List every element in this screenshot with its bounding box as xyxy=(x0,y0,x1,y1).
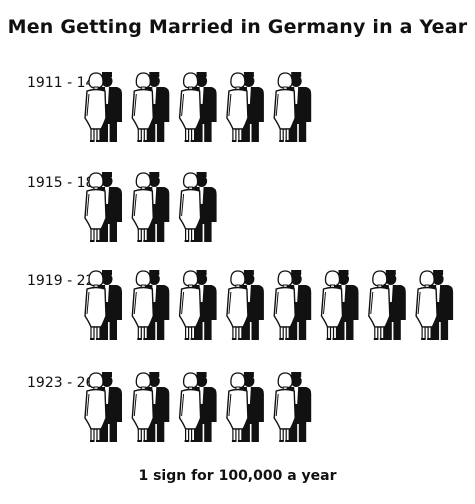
couple-icon xyxy=(84,172,122,242)
couple-icon xyxy=(273,372,312,442)
couple-icon xyxy=(84,372,122,442)
couple-icon xyxy=(226,72,264,142)
row-label: 1915 - 18 xyxy=(27,175,95,191)
row-label: 1919 - 22 xyxy=(27,273,95,289)
couple-icon xyxy=(320,270,359,340)
couple-icon xyxy=(273,270,312,340)
couple-icon xyxy=(226,372,264,442)
couple-icon xyxy=(84,72,122,142)
chart-note: 1 sign for 100,000 a year xyxy=(138,468,337,484)
couple-icon xyxy=(226,270,264,340)
couple-icon xyxy=(415,270,454,340)
couple-icon xyxy=(131,270,170,340)
row-label: 1911 - 14 xyxy=(27,75,95,91)
chart-title: Men Getting Married in Germany in a Year xyxy=(7,16,468,38)
couple-icon xyxy=(131,372,170,442)
couple-icon xyxy=(178,372,217,442)
couple-icon xyxy=(131,72,170,142)
row-label: 1923 - 26 xyxy=(27,375,95,391)
couple-icon xyxy=(178,72,217,142)
couple-icon xyxy=(131,172,170,242)
couple-icon xyxy=(178,270,217,340)
couple-icon xyxy=(178,172,217,242)
couple-icon xyxy=(368,270,406,340)
couple-icon xyxy=(84,270,122,340)
couple-icon xyxy=(273,72,312,142)
